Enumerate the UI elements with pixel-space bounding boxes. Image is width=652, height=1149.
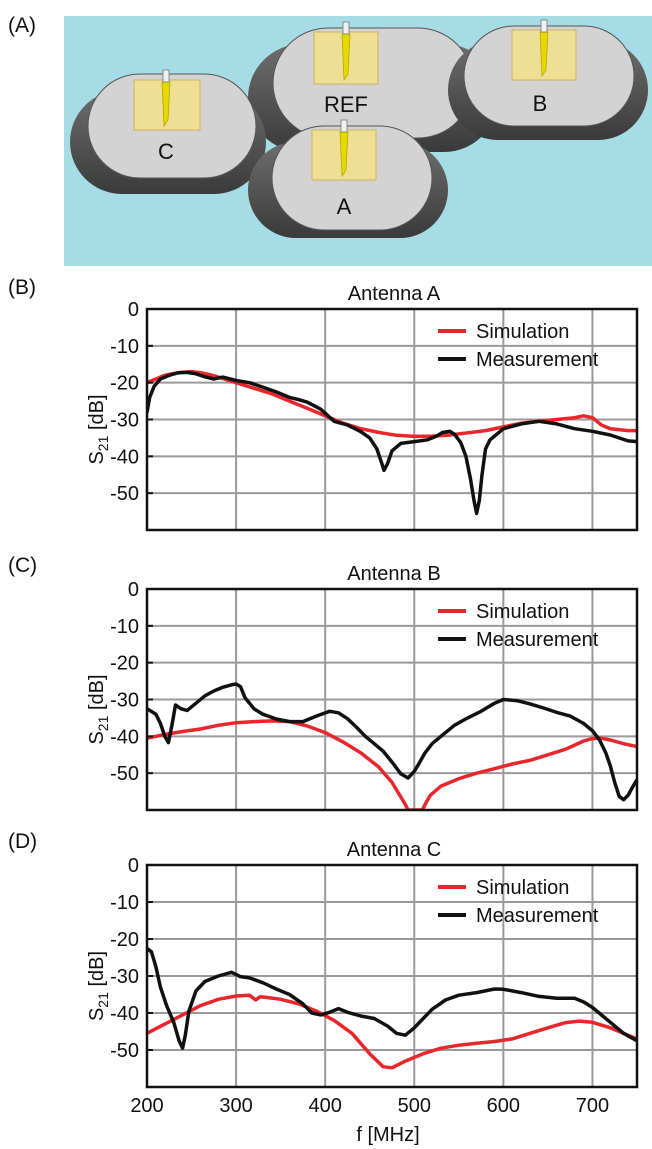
y-tick-label: -20	[110, 653, 139, 675]
legend-label-measurement: Measurement	[476, 629, 599, 651]
y-tick-label: -40	[110, 446, 139, 468]
chart-title: Antenna B	[347, 563, 440, 585]
antenna-configuration-illustration: REF B C A	[64, 16, 652, 266]
y-tick-label: -50	[110, 1040, 139, 1062]
panel-label-c: (C)	[8, 554, 38, 577]
series-line-measurement	[147, 682, 637, 802]
legend-label-simulation: Simulation	[476, 877, 569, 899]
y-tick-label: 0	[128, 855, 139, 877]
y-tick-label: -50	[110, 483, 139, 505]
series-line-simulation	[147, 719, 637, 810]
chart-0: 0 -10 -20 -30 -40 -50 Antenna A S21 [dB] Simulat…	[86, 283, 639, 532]
phantom-label-b: B	[533, 91, 548, 116]
panel-label-b: (B)	[8, 276, 36, 299]
y-tick-label: -30	[110, 690, 139, 712]
y-tick-label: 0	[128, 579, 139, 601]
y-tick-label: 0	[128, 299, 139, 321]
x-tick-label: 700	[576, 1095, 609, 1117]
chart-1: 0 -10 -20 -30 -40 -50 Antenna B S21 [dB] Simulat…	[86, 563, 639, 812]
y-tick-label: -30	[110, 966, 139, 988]
chart-title: Antenna C	[347, 839, 442, 861]
legend-label-simulation: Simulation	[476, 321, 569, 343]
x-tick-label: 300	[219, 1095, 252, 1117]
y-tick-label: -10	[110, 616, 139, 638]
y-axis-label: S21 [dB]	[86, 674, 111, 744]
y-tick-label: -10	[110, 336, 139, 358]
phantom-c: C	[70, 69, 266, 194]
chart-2: 0 -10 -20 -30 -40 -50 200 300 400 500 600 700 Antenn…	[86, 839, 639, 1146]
phantom-ref: REF	[248, 21, 498, 152]
x-tick-label: 500	[398, 1095, 431, 1117]
y-tick-label: -10	[110, 892, 139, 914]
y-axis-label: S21 [dB]	[86, 394, 111, 464]
phantom-b: B	[448, 19, 648, 140]
y-axis-label-main: S	[86, 731, 108, 744]
series-line-simulation	[147, 369, 637, 439]
y-tick-label: -30	[110, 410, 139, 432]
y-axis-label-unit: [dB]	[86, 951, 108, 992]
y-tick-label: -50	[110, 763, 139, 785]
y-tick-label: -40	[110, 1003, 139, 1025]
y-axis-label-sub: 21	[95, 435, 111, 451]
y-axis-label-unit: [dB]	[86, 394, 108, 435]
x-tick-label: 400	[308, 1095, 341, 1117]
phantom-label-a: A	[337, 194, 352, 219]
y-axis-label-unit: [dB]	[86, 674, 108, 715]
legend-label-simulation: Simulation	[476, 601, 569, 623]
legend-label-measurement: Measurement	[476, 905, 599, 927]
phantom-label-ref: REF	[324, 92, 368, 117]
y-tick-label: -20	[110, 929, 139, 951]
y-tick-label: -40	[110, 726, 139, 748]
x-axis-label: f [MHz]	[356, 1124, 419, 1146]
y-axis-label-main: S	[86, 451, 108, 464]
panel-label-d: (D)	[8, 830, 38, 853]
chart-title: Antenna A	[348, 283, 441, 305]
y-axis-label-sub: 21	[95, 715, 111, 731]
y-tick-label: -20	[110, 373, 139, 395]
x-tick-label: 200	[130, 1095, 163, 1117]
legend-label-measurement: Measurement	[476, 349, 599, 371]
phantom-label-c: C	[158, 139, 174, 164]
y-axis-label: S21 [dB]	[86, 951, 111, 1021]
panel-label-a: (A)	[8, 14, 36, 37]
series-line-simulation	[147, 993, 637, 1070]
series-line-measurement	[147, 946, 637, 1050]
x-tick-label: 600	[487, 1095, 520, 1117]
series-line-measurement	[147, 370, 637, 516]
y-axis-label-sub: 21	[95, 992, 111, 1008]
y-axis-label-main: S	[86, 1008, 108, 1021]
phantom-a: A	[248, 119, 448, 238]
